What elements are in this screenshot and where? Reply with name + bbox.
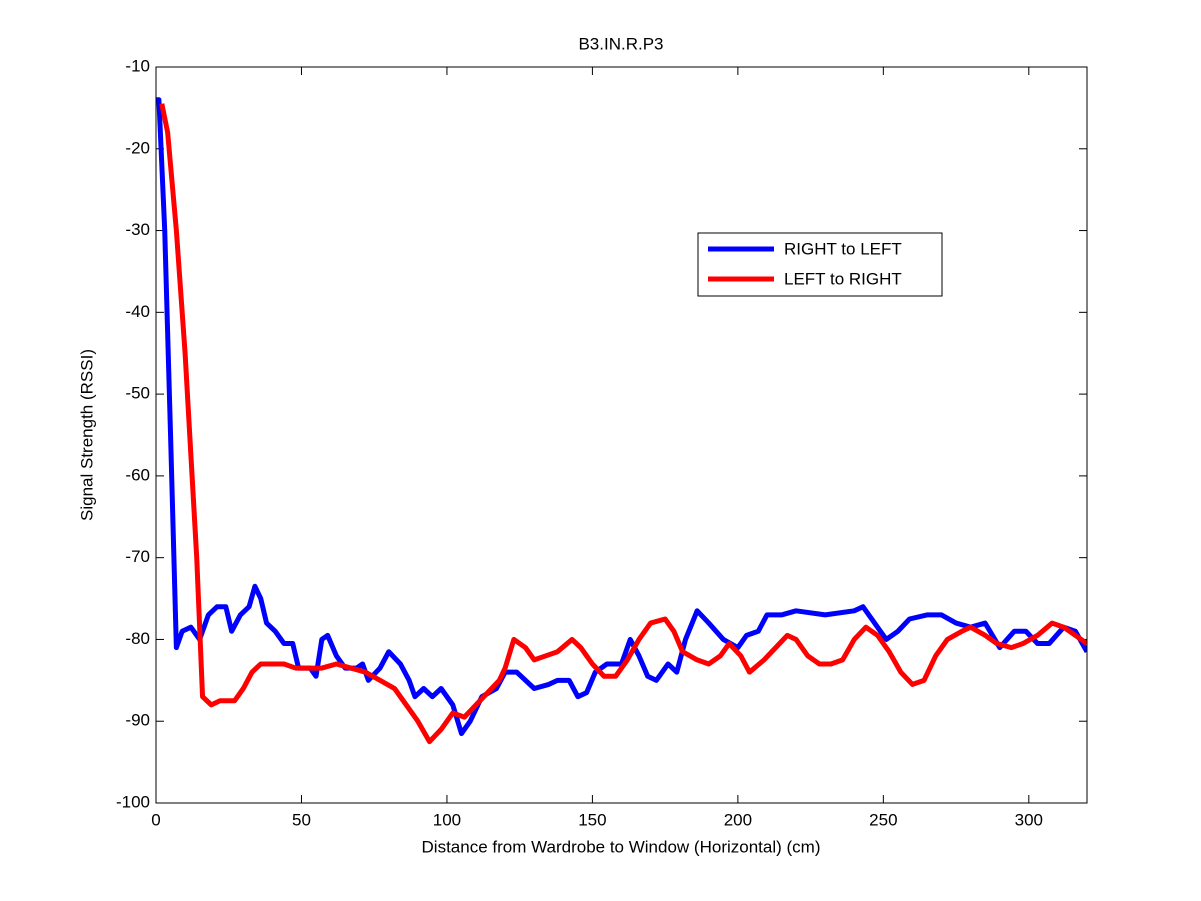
data-line: [159, 103, 1087, 745]
y-tick-label: -70: [125, 547, 150, 566]
x-tick-label: 200: [724, 810, 752, 829]
y-tick-label: -80: [125, 629, 150, 648]
y-tick-label: -20: [125, 138, 150, 157]
y-tick-label: -100: [116, 792, 150, 811]
y-tick-label: -60: [125, 465, 150, 484]
legend-label: LEFT to RIGHT: [784, 269, 902, 288]
y-tick-label: -50: [125, 384, 150, 403]
legend-box: [697, 232, 943, 297]
legend: RIGHT to LEFT LEFT to RIGHT: [697, 232, 943, 297]
chart-title: B3.IN.R.P3: [578, 34, 663, 53]
x-tick-label: 100: [433, 810, 461, 829]
x-tick-label: 50: [292, 810, 311, 829]
x-tick-label: 150: [578, 810, 606, 829]
y-tick-label: -90: [125, 711, 150, 730]
y-tick-label: -30: [125, 220, 150, 239]
legend-label: RIGHT to LEFT: [784, 239, 902, 258]
y-axis-label: Signal Strength (RSSI): [77, 349, 96, 521]
plot-frame: [155, 66, 1088, 804]
y-tick-label: -40: [125, 302, 150, 321]
x-tick-label: 300: [1015, 810, 1043, 829]
x-tick-label: 0: [151, 810, 160, 829]
x-axis-label: Distance from Wardrobe to Window (Horizo…: [422, 837, 821, 856]
x-tick-label: 250: [869, 810, 897, 829]
data-line: [156, 97, 1087, 736]
y-tick-label: -10: [125, 56, 150, 75]
